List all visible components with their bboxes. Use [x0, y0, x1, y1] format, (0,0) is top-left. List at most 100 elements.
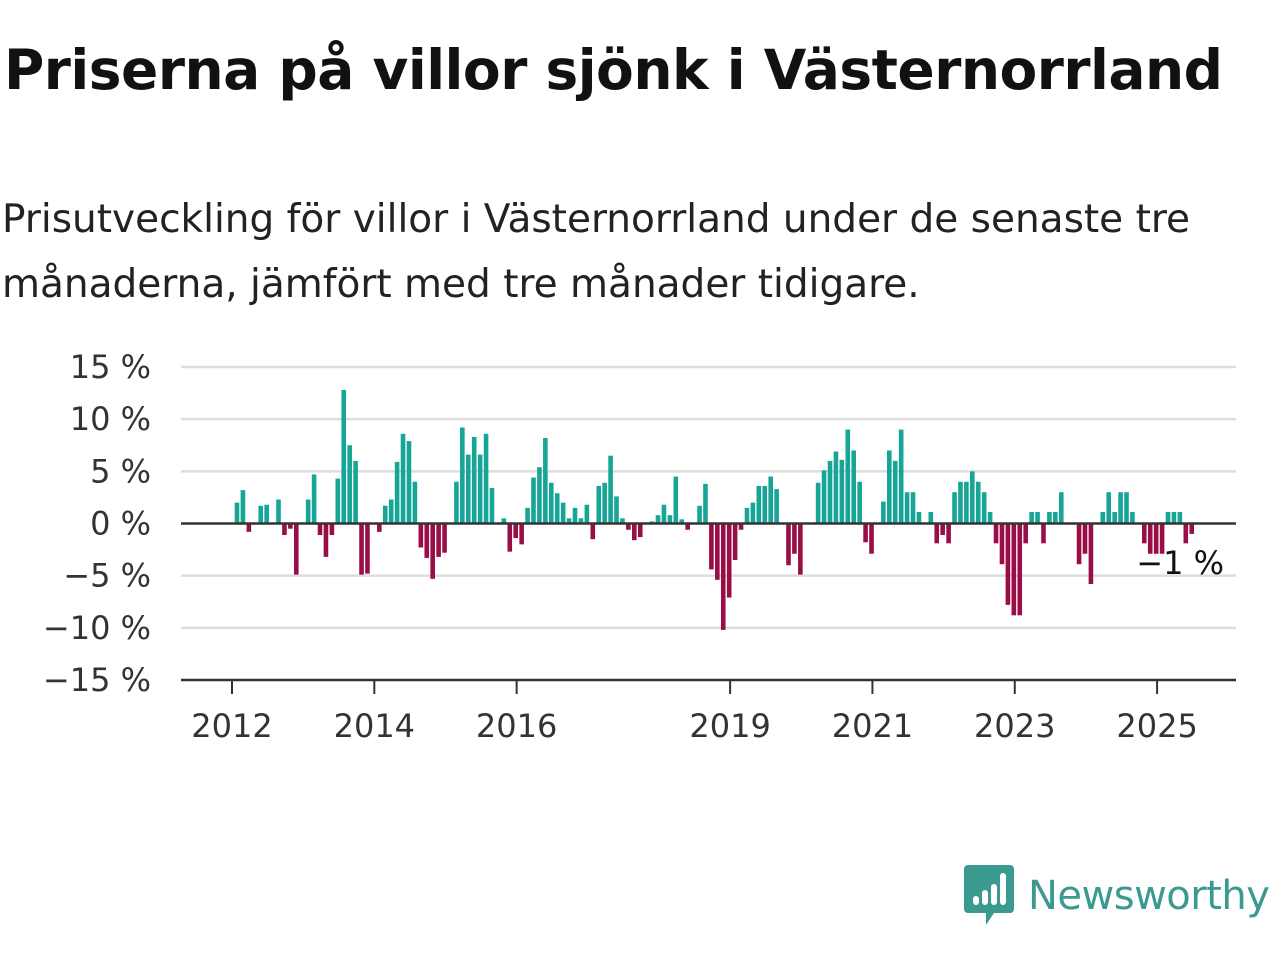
- bar: [442, 523, 447, 553]
- bar: [697, 505, 702, 524]
- bar: [483, 433, 489, 524]
- bar: [537, 467, 542, 524]
- bar: [1041, 523, 1046, 544]
- bar: [566, 518, 572, 524]
- bar: [821, 470, 827, 524]
- bar: [1141, 523, 1147, 544]
- bar: [786, 523, 791, 566]
- bar: [406, 441, 412, 524]
- bar: [531, 477, 536, 524]
- bar: [590, 523, 596, 540]
- bar: [465, 454, 471, 524]
- x-tick-label: 2021: [832, 707, 913, 745]
- bar: [833, 451, 839, 524]
- bar: [471, 436, 477, 524]
- bar: [596, 485, 602, 524]
- bar: [602, 482, 607, 524]
- bar: [679, 519, 685, 524]
- bar: [454, 481, 459, 524]
- bar: [626, 523, 631, 530]
- brand-name: Newsworthy: [1028, 873, 1270, 919]
- bar: [869, 523, 874, 554]
- bar: [940, 523, 945, 535]
- x-tick-label: 2019: [689, 707, 770, 745]
- bar: [1017, 523, 1023, 616]
- bar: [424, 523, 430, 558]
- bar: [294, 523, 299, 575]
- bar: [732, 523, 738, 561]
- chart-subtitle: Prisutveckling för villor i Västernorrla…: [2, 197, 1191, 307]
- bar: [792, 523, 797, 554]
- bar: [1053, 512, 1058, 524]
- bar: [970, 471, 975, 524]
- bar: [543, 437, 548, 524]
- bar: [685, 523, 690, 530]
- bar: [1189, 523, 1195, 534]
- bar: [519, 523, 524, 545]
- bar: [347, 445, 352, 524]
- bar: [958, 481, 963, 524]
- bar: [400, 433, 406, 524]
- bar: [756, 485, 762, 524]
- y-tick-label: −5 %: [63, 557, 151, 595]
- bar: [1118, 492, 1123, 524]
- x-tick-label: 2014: [334, 707, 415, 745]
- bar: [987, 512, 993, 524]
- x-tick-label: 2025: [1116, 707, 1197, 745]
- bar: [738, 523, 744, 530]
- bar: [898, 429, 904, 524]
- bar: [993, 523, 999, 544]
- bar: [1047, 512, 1052, 524]
- bar: [715, 523, 720, 580]
- bar: [240, 490, 246, 524]
- bar: [436, 523, 441, 557]
- bar: [572, 507, 578, 524]
- bar: [1147, 523, 1153, 554]
- bar: [750, 502, 756, 524]
- bar: [1183, 523, 1189, 544]
- x-tick-label: 2012: [191, 707, 272, 745]
- bar: [1035, 512, 1040, 524]
- x-axis-ticks: 2012 2014 2016 2019 2021 2023 2025: [191, 680, 1198, 745]
- bar: [578, 518, 584, 524]
- bar: [887, 450, 892, 524]
- bar: [673, 476, 679, 524]
- bar-chart: 15 %10 %5 %0 %−5 %−10 %−15 % 2012 2014 201…: [43, 348, 1236, 745]
- bar: [827, 460, 833, 524]
- bar: [1029, 512, 1034, 524]
- bar: [1165, 512, 1171, 524]
- y-tick-label: 10 %: [70, 400, 151, 438]
- bar: [768, 476, 773, 524]
- bar: [863, 523, 868, 543]
- bar: [412, 481, 418, 524]
- bar: [762, 485, 768, 524]
- bar: [525, 507, 530, 524]
- bar: [584, 504, 590, 524]
- bar: [964, 481, 969, 524]
- bar: [1177, 512, 1183, 524]
- bar: [1171, 512, 1177, 524]
- bar: [839, 459, 845, 524]
- bar: [703, 483, 708, 524]
- y-tick-label: −10 %: [43, 609, 151, 647]
- bar: [1005, 523, 1011, 605]
- bar: [1159, 523, 1165, 554]
- y-tick-label: 5 %: [90, 452, 151, 490]
- bar: [614, 496, 619, 524]
- bar: [323, 523, 329, 557]
- bar: [667, 515, 673, 524]
- bar: [548, 482, 554, 524]
- bar: [258, 505, 264, 524]
- bar: [815, 482, 821, 524]
- bar: [311, 474, 317, 524]
- bar: [394, 461, 400, 524]
- bar: [501, 518, 507, 524]
- bar: [477, 454, 483, 524]
- bar: [952, 492, 957, 524]
- bar: [798, 523, 803, 575]
- bar: [632, 523, 637, 541]
- bar: [1153, 523, 1159, 554]
- bar: [975, 481, 981, 524]
- bar: [317, 523, 323, 535]
- x-tick-label: 2016: [476, 707, 557, 745]
